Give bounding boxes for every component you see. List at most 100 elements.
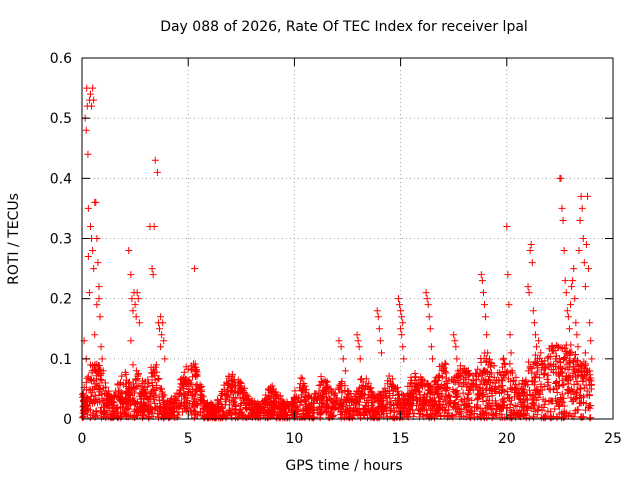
data-point: [497, 370, 505, 378]
data-point: [402, 401, 410, 409]
data-point: [98, 390, 106, 398]
data-point: [323, 393, 331, 401]
data-point: [188, 373, 196, 381]
data-point: [381, 387, 389, 395]
data-point: [86, 361, 94, 369]
data-point: [414, 405, 422, 413]
data-point: [485, 396, 493, 404]
data-point: [151, 376, 159, 384]
data-point: [96, 385, 104, 393]
data-point: [430, 394, 438, 402]
data-point: [377, 349, 385, 357]
data-point: [426, 325, 434, 333]
data-point: [337, 343, 345, 351]
data-point: [150, 222, 158, 230]
data-point: [486, 384, 494, 392]
y-tick-label: 0.3: [50, 232, 72, 248]
data-point: [116, 379, 124, 387]
data-point: [94, 259, 102, 267]
data-point: [498, 410, 506, 418]
data-point: [525, 289, 533, 297]
data-point: [148, 373, 156, 381]
data-point: [526, 247, 534, 255]
data-point: [100, 410, 108, 418]
data-point: [349, 408, 357, 416]
data-point: [205, 410, 213, 418]
data-point: [160, 337, 168, 345]
data-point: [488, 389, 496, 397]
data-point: [338, 387, 346, 395]
data-point: [148, 265, 156, 273]
data-point: [126, 378, 134, 386]
data-point: [432, 373, 440, 381]
data-point: [191, 398, 199, 406]
data-point: [560, 414, 568, 422]
data-point: [562, 289, 570, 297]
data-point: [371, 394, 379, 402]
data-point: [373, 405, 381, 413]
data-point: [93, 399, 101, 407]
data-point: [495, 377, 503, 385]
data-point: [423, 295, 431, 303]
data-point: [531, 407, 539, 415]
data-point: [355, 343, 363, 351]
data-point: [132, 313, 140, 321]
data-point: [456, 362, 464, 370]
data-point: [363, 408, 371, 416]
data-point: [309, 406, 317, 414]
data-point: [483, 367, 491, 375]
data-point: [231, 402, 239, 410]
data-point: [188, 411, 196, 419]
data-point: [512, 373, 520, 381]
data-point: [127, 337, 135, 345]
data-point: [315, 404, 323, 412]
x-axis-label: GPS time / hours: [285, 458, 402, 474]
data-point: [474, 365, 482, 373]
data-point: [134, 295, 142, 303]
data-point: [424, 301, 432, 309]
y-tick-label: 0.6: [50, 51, 72, 67]
data-point: [315, 388, 323, 396]
data-point: [114, 414, 122, 422]
data-point: [376, 398, 384, 406]
data-point: [558, 390, 566, 398]
data-point: [127, 411, 135, 419]
data-point: [532, 390, 540, 398]
data-point: [406, 401, 414, 409]
data-point: [155, 397, 163, 405]
data-point: [315, 381, 323, 389]
data-point: [288, 407, 296, 415]
data-point: [577, 361, 585, 369]
data-point: [511, 393, 519, 401]
data-point: [132, 376, 140, 384]
data-point: [391, 396, 399, 404]
data-point: [224, 380, 232, 388]
data-point: [310, 414, 318, 422]
data-point: [499, 397, 507, 405]
data-point: [317, 409, 325, 417]
data-point: [205, 402, 213, 410]
data-point: [90, 96, 98, 104]
x-tick-label: 0: [78, 431, 87, 447]
data-point: [509, 407, 517, 415]
data-point: [435, 401, 443, 409]
data-point: [533, 343, 541, 351]
data-point: [500, 354, 508, 362]
data-point: [571, 295, 579, 303]
data-point: [501, 388, 509, 396]
data-point: [339, 403, 347, 411]
data-point: [546, 386, 554, 394]
data-point: [399, 406, 407, 414]
data-point: [321, 376, 329, 384]
data-point: [353, 388, 361, 396]
data-point: [485, 400, 493, 408]
data-point: [564, 313, 572, 321]
data-point: [311, 396, 319, 404]
data-point: [422, 289, 430, 297]
data-point: [186, 379, 194, 387]
data-point: [297, 374, 305, 382]
data-point: [580, 259, 588, 267]
data-point: [356, 355, 364, 363]
data-point: [554, 364, 562, 372]
data-point: [477, 271, 485, 279]
